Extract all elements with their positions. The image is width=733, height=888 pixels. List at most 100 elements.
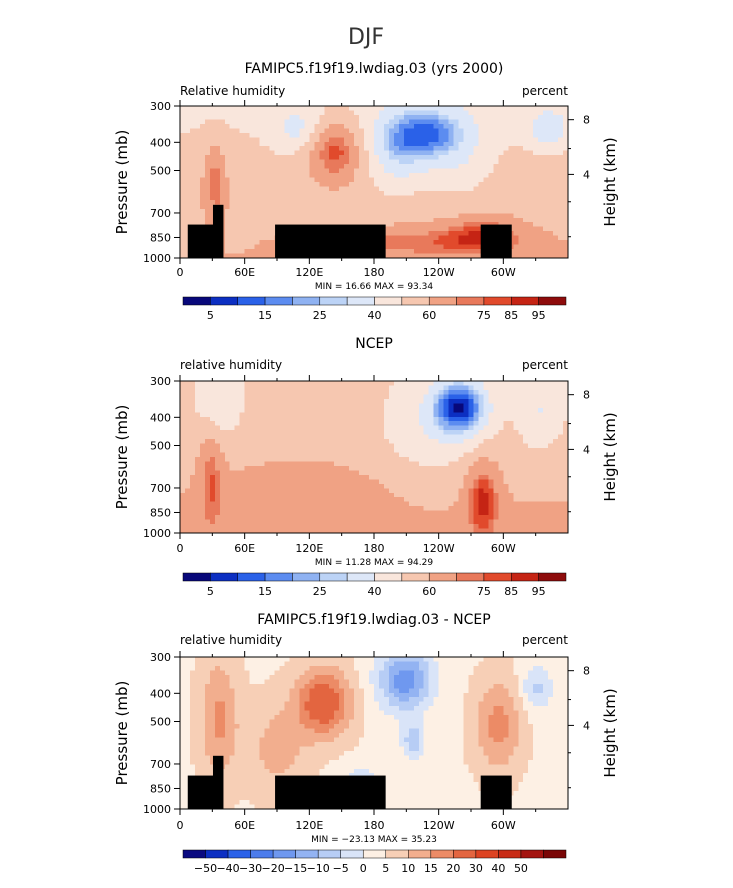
contour-cell: [388, 425, 395, 431]
contour-cell: [249, 389, 256, 396]
contour-cell: [244, 168, 251, 174]
contour-cell: [274, 412, 281, 418]
contour-cell: [398, 497, 405, 503]
contour-cell: [528, 403, 534, 409]
contour-cell: [493, 412, 499, 418]
contour-cell: [269, 501, 276, 507]
contour-cell: [299, 483, 305, 489]
contour-cell: [239, 492, 246, 498]
contour-cell: [204, 159, 211, 165]
contour-cell: [533, 186, 539, 192]
contour-cell: [403, 240, 410, 246]
contour-cell: [473, 235, 480, 241]
contour-cell: [279, 168, 286, 174]
contour-cell: [339, 465, 345, 472]
contour-cell: [314, 150, 320, 156]
contour-cell: [239, 398, 246, 404]
contour-cell: [553, 195, 559, 201]
contour-cell: [199, 385, 206, 391]
contour-cell: [553, 146, 559, 152]
contour-cell: [393, 430, 400, 436]
contour-cell: [229, 416, 236, 422]
contour-cell: [473, 119, 480, 125]
contour-cell: [199, 123, 206, 129]
contour-cell: [458, 470, 465, 476]
contour-cell: [229, 425, 236, 431]
contour-cell: [508, 430, 514, 436]
contour-cell: [229, 173, 236, 179]
contour-cell: [229, 385, 236, 391]
contour-cell: [234, 461, 241, 467]
contour-cell: [493, 137, 499, 143]
contour-cell: [259, 465, 266, 472]
contour-cell: [354, 448, 360, 454]
contour-cell: [304, 164, 310, 170]
contour-cell: [498, 173, 504, 179]
contour-cell: [533, 501, 539, 507]
contour-cell: [354, 434, 360, 440]
contour-cell: [438, 168, 445, 174]
contour-cell: [329, 110, 335, 116]
contour-cell: [423, 483, 430, 489]
contour-cell: [423, 439, 430, 445]
contour-cell: [249, 182, 256, 188]
contour-cell: [508, 394, 514, 400]
contour-cell: [413, 443, 420, 449]
contour-cell: [383, 231, 390, 237]
contour-cell: [493, 110, 499, 116]
contour-cell: [264, 394, 271, 400]
contour-cell: [299, 443, 305, 449]
contour-cell: [473, 132, 480, 138]
contour-cell: [269, 434, 276, 440]
contour-cell: [473, 159, 480, 165]
contour-cell: [189, 457, 196, 463]
contour-cell: [209, 182, 216, 188]
contour-cell: [369, 155, 375, 161]
contour-cell: [209, 389, 216, 396]
contour-cell: [528, 173, 534, 179]
contour-cell: [359, 430, 365, 436]
contour-cell: [538, 199, 544, 205]
contour-cell: [558, 199, 564, 205]
contour-cell: [180, 389, 186, 396]
contour-cell: [254, 425, 261, 431]
contour-cell: [453, 106, 460, 112]
contour-cell: [309, 394, 315, 400]
contour-cell: [513, 119, 519, 125]
contour-cell: [269, 217, 276, 223]
contour-cell: [553, 452, 559, 458]
contour-cell: [483, 421, 490, 427]
contour-cell: [443, 430, 450, 436]
contour-cell: [279, 421, 286, 427]
contour-cell: [408, 488, 415, 494]
contour-cell: [398, 164, 405, 170]
contour-cell: [563, 497, 569, 503]
contour-cell: [498, 448, 504, 454]
contour-cell: [204, 110, 211, 116]
contour-cell: [369, 217, 375, 223]
contour-cell: [553, 244, 559, 250]
contour-cell: [413, 253, 420, 259]
contour-cell: [458, 389, 465, 396]
colorbar-swatch: [456, 296, 485, 306]
contour-cell: [339, 443, 345, 449]
contour-cell: [418, 217, 425, 223]
contour-cell: [354, 110, 360, 116]
contour-cell: [339, 506, 345, 512]
contour-cell: [528, 190, 534, 197]
contour-cell: [528, 217, 534, 223]
contour-cell: [224, 249, 231, 255]
contour-cell: [234, 146, 241, 152]
contour-cell: [374, 398, 380, 404]
contour-cell: [418, 416, 425, 422]
contour-cell: [329, 398, 335, 404]
contour-cell: [548, 381, 554, 387]
contour-cell: [448, 150, 455, 156]
contour-cell: [548, 448, 554, 454]
contour-cell: [229, 208, 236, 214]
contour-cell: [184, 244, 191, 250]
contour-cell: [339, 217, 345, 223]
contour-cell: [279, 479, 286, 485]
contour-cell: [314, 173, 320, 179]
contour-cell: [538, 483, 544, 489]
